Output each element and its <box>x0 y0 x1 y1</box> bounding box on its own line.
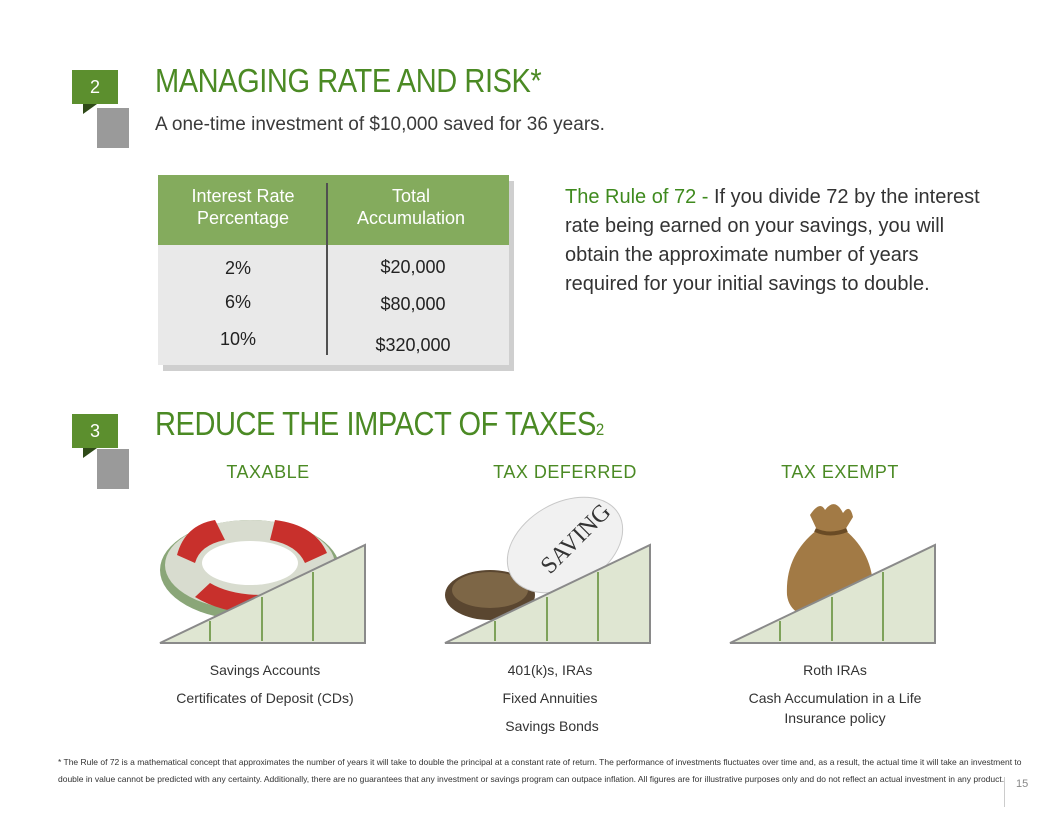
section-3-number: 3 <box>89 420 100 441</box>
section-3-title: REDUCE THE IMPACT OF TAXES2 <box>155 405 604 443</box>
footnote: * The Rule of 72 is a mathematical conce… <box>58 757 1022 784</box>
tax-deferred-item: Fixed Annuities <box>502 690 598 706</box>
section-2-number: 2 <box>89 76 100 97</box>
taxable-heading: TAXABLE <box>226 462 310 482</box>
section-2-subtitle: A one-time investment of $10,000 saved f… <box>155 114 605 135</box>
taxable-item: Certificates of Deposit (CDs) <box>176 690 354 706</box>
header-total-accumulation: Total Accumulation <box>356 186 466 228</box>
rule-of-72-body: If you divide 72 by the interest rate be… <box>565 186 980 295</box>
rule-of-72-label: The Rule of 72 - <box>565 186 709 208</box>
life-ring-money-icon <box>159 520 366 644</box>
header-interest-rate: Interest Rate Percentage <box>191 186 295 228</box>
tax-exempt-item: Roth IRAs <box>803 662 867 678</box>
section-3-badge-tri <box>83 448 97 458</box>
section-2-badge-fold <box>97 108 129 148</box>
section-2-title: MANAGING RATE AND RISK* <box>155 62 542 99</box>
section-2-badge-tri <box>83 104 97 114</box>
rate-cell: 2% <box>224 258 251 278</box>
total-cell: $80,000 <box>380 294 446 314</box>
section-3-badge-fold <box>97 449 129 489</box>
total-cell: $20,000 <box>380 257 446 277</box>
tax-exempt-heading: TAX EXEMPT <box>781 462 899 482</box>
tax-deferred-heading: TAX DEFERRED <box>493 462 637 482</box>
savings-nest-egg-icon: SAVING <box>444 496 651 644</box>
rate-table: Interest Rate Percentage Total Accumulat… <box>158 175 509 365</box>
section-2-badge: 2 <box>72 70 118 104</box>
section-3-title-text: REDUCE THE IMPACT OF TAXES <box>155 405 596 442</box>
tax-deferred-item: Savings Bonds <box>505 718 599 734</box>
tax-exempt-item: Cash Accumulation in a Life Insurance po… <box>748 690 922 726</box>
column-divider <box>326 183 328 355</box>
rule-of-72-text: The Rule of 72 - If you divide 72 by the… <box>565 183 985 299</box>
taxable-item: Savings Accounts <box>209 662 321 678</box>
section-3-badge: 3 <box>72 414 118 448</box>
table-header <box>158 175 509 245</box>
section-3-superscript: 2 <box>595 420 604 439</box>
page-number-divider <box>1004 777 1005 807</box>
page-number: 15 <box>1016 778 1029 790</box>
rate-cell: 10% <box>219 329 257 349</box>
total-cell: $320,000 <box>375 335 451 355</box>
money-bag-icon <box>729 504 936 644</box>
rate-cell: 6% <box>224 292 251 312</box>
tax-deferred-item: 401(k)s, IRAs <box>507 662 593 678</box>
